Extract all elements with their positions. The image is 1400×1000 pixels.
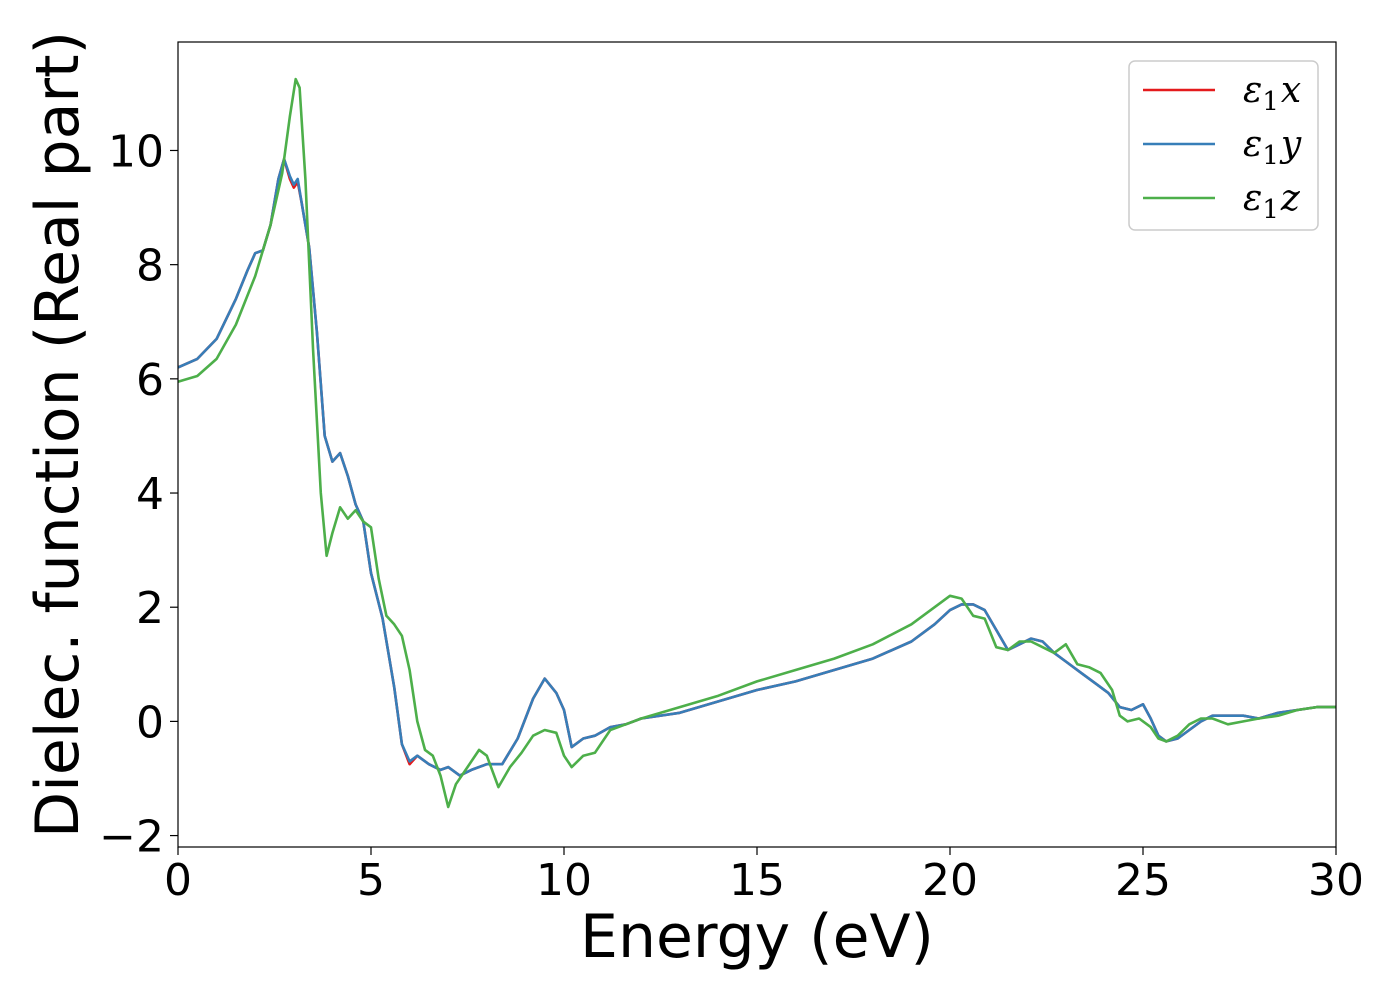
x-tick-label: 20 xyxy=(922,855,978,906)
x-tick-label: 10 xyxy=(536,855,592,906)
y-axis: −2 0 2 4 6 8 10 xyxy=(99,126,178,863)
x-tick-label: 0 xyxy=(164,855,192,906)
legend-subscript: 1 xyxy=(1262,195,1279,225)
x-tick-label: 5 xyxy=(357,855,385,906)
legend-subscript: 1 xyxy=(1262,87,1279,117)
y-tick-label: 8 xyxy=(136,241,164,292)
x-axis: 0 5 10 15 20 25 30 xyxy=(164,847,1364,906)
legend-entry-x: ε1x xyxy=(1243,70,1301,117)
y-tick-label: 6 xyxy=(136,355,164,406)
x-axis-label: Energy (eV) xyxy=(580,902,934,972)
legend-symbol: ε xyxy=(1243,124,1262,165)
legend-symbol: ε xyxy=(1243,70,1262,111)
series-line-z xyxy=(178,77,1336,809)
x-tick-label: 15 xyxy=(729,855,785,906)
legend-component: x xyxy=(1281,70,1301,111)
legend-entry-z: ε1z xyxy=(1243,178,1301,225)
y-tick-label: 10 xyxy=(108,126,164,177)
y-axis-label: Dielec. function (Real part) xyxy=(23,31,93,838)
x-tick-label: 25 xyxy=(1115,855,1171,906)
legend-component: z xyxy=(1280,178,1301,219)
legend-component: y xyxy=(1279,124,1302,165)
y-tick-label: 4 xyxy=(136,469,164,520)
series-layer xyxy=(178,77,1336,809)
y-tick-label: −2 xyxy=(99,812,164,863)
legend-subscript: 1 xyxy=(1262,141,1279,171)
y-tick-label: 0 xyxy=(136,697,164,748)
legend-box xyxy=(1128,60,1319,231)
legend-symbol: ε xyxy=(1243,178,1262,219)
legend-entry-y: ε1y xyxy=(1243,124,1302,171)
y-tick-label: 2 xyxy=(136,583,164,634)
x-tick-label: 30 xyxy=(1308,855,1364,906)
